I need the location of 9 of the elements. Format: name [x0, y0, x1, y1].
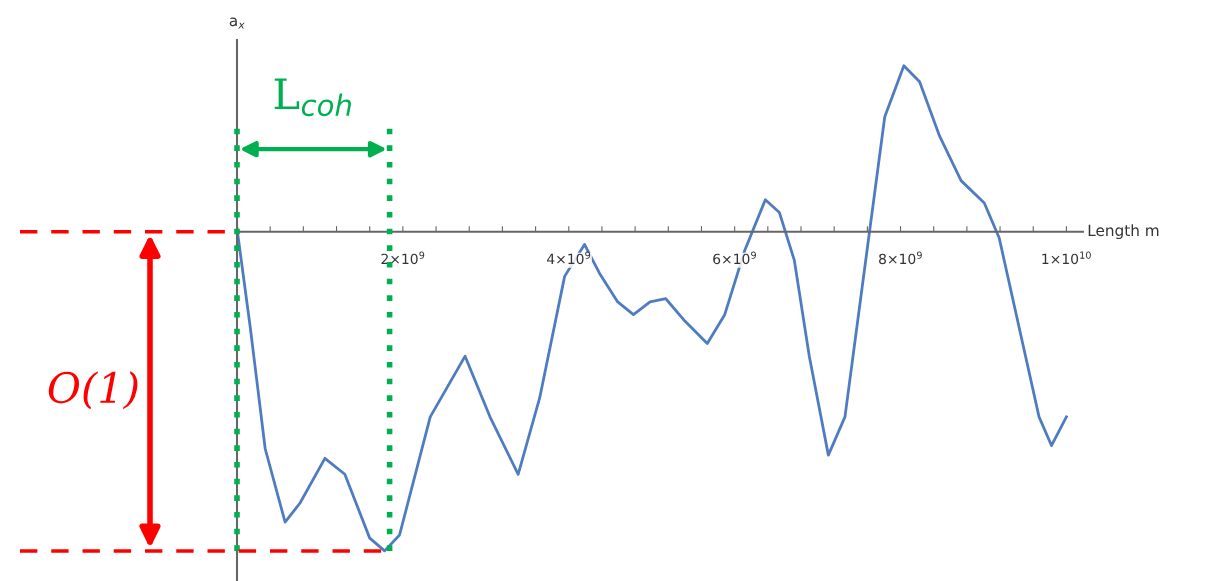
text: O(1): [48, 371, 138, 410]
x-tick-label: 2×10$^{9}$: [381, 251, 425, 265]
x-tick-label: 8×10$^{9}$: [879, 251, 922, 265]
x-tick-label: 4×10$^{9}$: [547, 251, 591, 265]
x-axis-title: Length m: [1088, 224, 1159, 240]
x-tick-label: 1×10$^{10}$: [1042, 251, 1091, 265]
y-axis-title: a$_{x}$: [229, 17, 245, 29]
annotation: L$_{coh}$: [274, 78, 351, 117]
x-tick-label: 6×10$^{9}$: [713, 251, 756, 265]
